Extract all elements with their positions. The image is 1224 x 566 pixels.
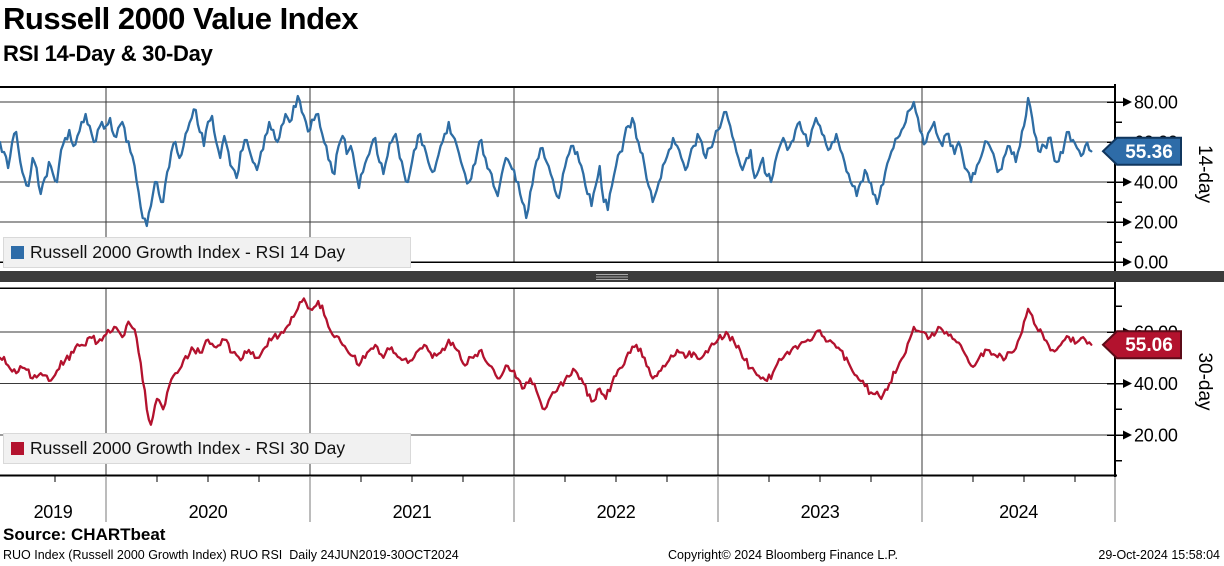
y-axis-tick-label: 0.00: [1134, 253, 1168, 273]
year-label: 2019: [33, 502, 73, 522]
y-axis-tick-label: 40.00: [1134, 173, 1178, 193]
y-axis-tick-label: 20.00: [1134, 426, 1178, 446]
year-label: 2022: [596, 502, 636, 522]
legend-swatch-30day-icon: [11, 442, 24, 455]
rsi-14day-line[interactable]: [0, 94, 1093, 228]
rsi-30day-line[interactable]: [0, 297, 1093, 426]
page-title: Russell 2000 Value Index: [3, 1, 359, 36]
x-axis-year-labels: 2019 2020 2021 2022 2023 2024: [0, 502, 1224, 526]
last-value-badge-30day: 55.06: [1101, 330, 1182, 360]
axis-title-30day: 30-day: [1194, 352, 1215, 411]
year-label: 2021: [392, 502, 432, 522]
footer-timestamp: 29-Oct-2024 15:58:04: [1098, 548, 1220, 562]
divider-grip-icon[interactable]: [596, 273, 628, 281]
y-axis-tick-label: 40.00: [1134, 374, 1178, 394]
legend-label-14day: Russell 2000 Growth Index - RSI 14 Day: [30, 242, 346, 262]
panel-divider[interactable]: [0, 271, 1224, 282]
legend-label-30day: Russell 2000 Growth Index - RSI 30 Day: [30, 438, 346, 458]
last-value-badge-14day: 55.36: [1101, 136, 1182, 166]
year-label: 2023: [800, 502, 840, 522]
year-label: 2020: [188, 502, 228, 522]
gridlines-panel-14day: [0, 87, 1115, 262]
footer-security-info: RUO Index (Russell 2000 Growth Index) RU…: [3, 548, 459, 562]
legend-rsi-30day[interactable]: Russell 2000 Growth Index - RSI 30 Day: [3, 433, 411, 464]
footer-bar: RUO Index (Russell 2000 Growth Index) RU…: [0, 548, 1224, 564]
legend-swatch-14day-icon: [11, 246, 24, 259]
page-subtitle: RSI 14-Day & 30-Day: [3, 41, 213, 66]
svg-text:55.06: 55.06: [1125, 335, 1173, 356]
y-axis-tick-label: 20.00: [1134, 213, 1178, 233]
year-label: 2024: [999, 502, 1038, 522]
legend-rsi-14day[interactable]: Russell 2000 Growth Index - RSI 14 Day: [3, 237, 411, 268]
svg-text:55.36: 55.36: [1125, 142, 1173, 163]
x-axis: [54, 476, 1116, 522]
axis-title-14day: 14-day: [1194, 145, 1215, 204]
source-label: Source: CHARTbeat: [3, 525, 166, 544]
footer-copyright: Copyright© 2024 Bloomberg Finance L.P.: [668, 548, 898, 562]
gridlines-panel-30day: [0, 289, 1115, 475]
y-axis-tick-label: 80.00: [1134, 93, 1178, 113]
